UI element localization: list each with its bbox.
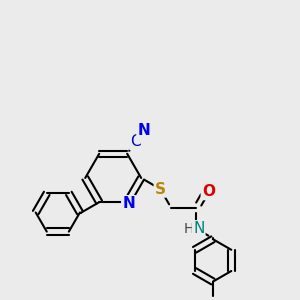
Text: N: N	[122, 196, 135, 211]
Text: N: N	[137, 123, 150, 138]
Text: O: O	[202, 184, 215, 199]
Text: H: H	[184, 222, 194, 236]
Text: S: S	[155, 182, 166, 196]
Text: C: C	[130, 134, 141, 149]
Text: N: N	[193, 221, 204, 236]
